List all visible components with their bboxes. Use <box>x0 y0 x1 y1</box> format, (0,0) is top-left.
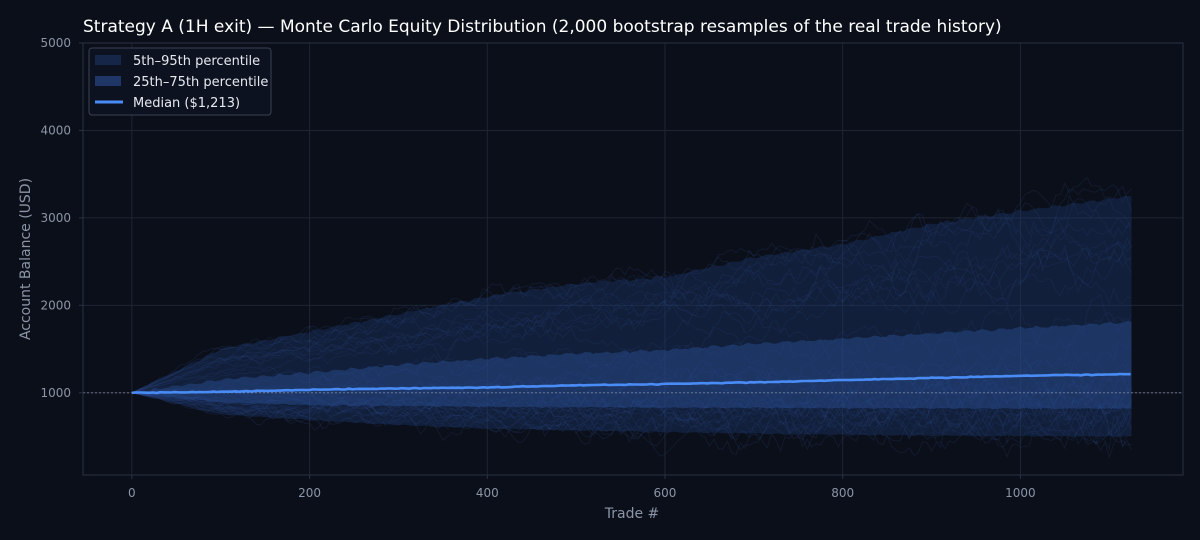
sample-path <box>131 379 1132 432</box>
sample-path <box>131 392 1132 448</box>
sample-path <box>131 374 1132 439</box>
percentile-bands <box>131 196 1132 437</box>
y-tick-label: 4000 <box>40 123 71 137</box>
sample-path <box>131 381 1132 432</box>
median-line-group <box>131 372 1131 395</box>
sample-path <box>131 217 1132 394</box>
sample-path <box>131 378 1132 441</box>
sample-path <box>131 373 1132 437</box>
x-tick-label: 1000 <box>1005 486 1036 500</box>
sample-path <box>131 193 1132 394</box>
legend-label-inner-band: 25th–75th percentile <box>133 75 268 90</box>
sample-path <box>131 341 1132 398</box>
sample-path <box>131 367 1132 425</box>
sample-path <box>131 370 1132 416</box>
sample-path <box>131 384 1132 436</box>
chart-title: Strategy A (1H exit) — Monte Carlo Equit… <box>83 17 1002 37</box>
y-axis-label: Account Balance (USD) <box>18 178 34 340</box>
sample-path <box>131 242 1132 394</box>
sample-path <box>131 347 1132 408</box>
legend-box <box>88 47 272 116</box>
legend-label-median: Median ($1,213) <box>133 96 240 111</box>
y-tick-label: 3000 <box>40 211 71 225</box>
plot-frame <box>82 42 1184 476</box>
sample-path <box>131 392 1132 455</box>
x-tick-label: 0 <box>128 486 136 500</box>
band-25-75 <box>131 321 1132 410</box>
x-axis-label: Trade # <box>604 506 660 522</box>
sample-path <box>131 390 1132 451</box>
sample-paths <box>131 176 1132 459</box>
sample-path <box>131 389 1132 436</box>
sample-path <box>131 374 1132 430</box>
y-tick-label: 2000 <box>40 298 71 312</box>
sample-path <box>131 233 1132 394</box>
legend-swatch-inner-band <box>95 76 121 86</box>
sample-path <box>131 243 1132 394</box>
x-tick-label: 600 <box>654 486 677 500</box>
sample-path <box>131 361 1132 423</box>
sample-path <box>131 377 1132 425</box>
sample-path <box>131 294 1132 394</box>
y-tick-label: 5000 <box>40 36 71 50</box>
y-tick-label: 1000 <box>40 386 71 400</box>
legend: 5th–95th percentile 25th–75th percentile… <box>88 47 272 116</box>
sample-path <box>131 392 1132 456</box>
sample-path <box>131 392 1132 457</box>
legend-label-outer-band: 5th–95th percentile <box>133 54 260 69</box>
sample-path <box>131 238 1132 394</box>
x-tick-label: 200 <box>298 486 321 500</box>
sample-path <box>131 198 1132 394</box>
sample-path <box>131 247 1132 394</box>
sample-path <box>131 374 1132 420</box>
x-tick-label: 400 <box>476 486 499 500</box>
sample-path <box>131 311 1132 394</box>
sample-path <box>131 226 1132 394</box>
sample-path <box>131 376 1132 440</box>
x-tick-label: 800 <box>831 486 854 500</box>
sample-path <box>131 176 1132 394</box>
median-line <box>131 372 1131 395</box>
sample-path <box>131 392 1132 459</box>
sample-path <box>131 184 1132 394</box>
sample-path <box>131 392 1132 459</box>
legend-swatch-outer-band <box>95 55 121 65</box>
axis-ticks: 0 200 400 600 800 1000 1000 2000 3000 4000 5000 <box>40 36 1035 500</box>
band-5-95 <box>131 196 1132 437</box>
sample-path <box>131 240 1132 394</box>
